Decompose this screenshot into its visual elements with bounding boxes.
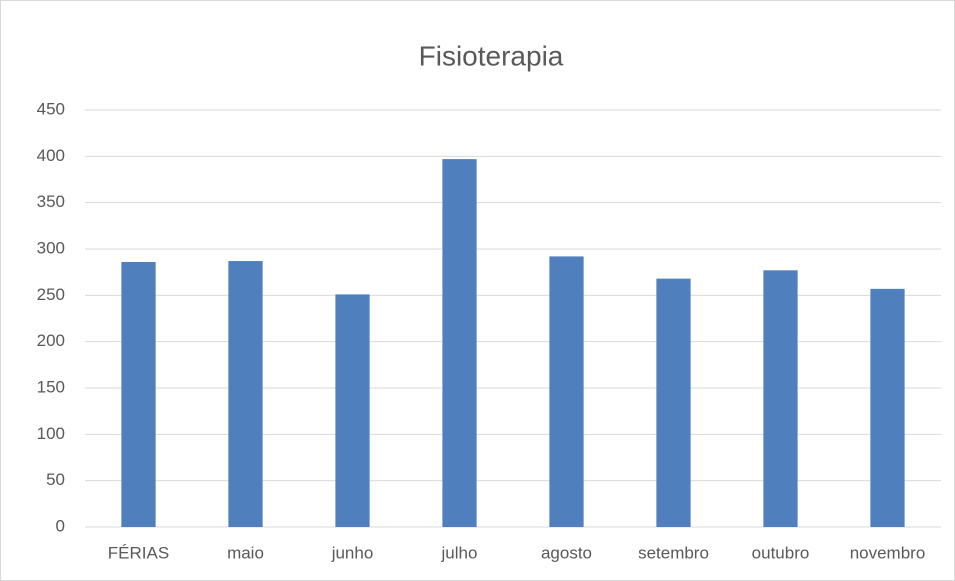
y-tick-label: 350 [37,192,65,211]
x-tick-label: setembro [638,543,709,562]
x-tick-label: outubro [752,543,810,562]
bar [763,270,798,527]
x-tick-label: agosto [541,543,592,562]
y-tick-label: 300 [37,238,65,257]
bar [121,261,156,527]
y-tick-label: 50 [46,470,65,489]
bar [442,159,477,527]
y-tick-label: 0 [56,516,65,535]
chart-title: Fisioterapia [419,40,564,71]
y-tick-label: 400 [37,146,65,165]
x-tick-label: FÉRIAS [108,543,169,562]
x-tick-label: julho [441,543,478,562]
y-tick-label: 200 [37,331,65,350]
x-tick-label: junho [331,543,374,562]
y-tick-label: 450 [37,99,65,118]
bar [228,261,263,527]
bar [335,294,370,527]
bar [549,256,584,527]
x-tick-label: maio [227,543,264,562]
bar [656,278,691,527]
y-tick-label: 250 [37,285,65,304]
y-tick-label: 100 [37,424,65,443]
y-tick-label: 150 [37,377,65,396]
x-tick-label: novembro [850,543,926,562]
bar [870,288,905,527]
